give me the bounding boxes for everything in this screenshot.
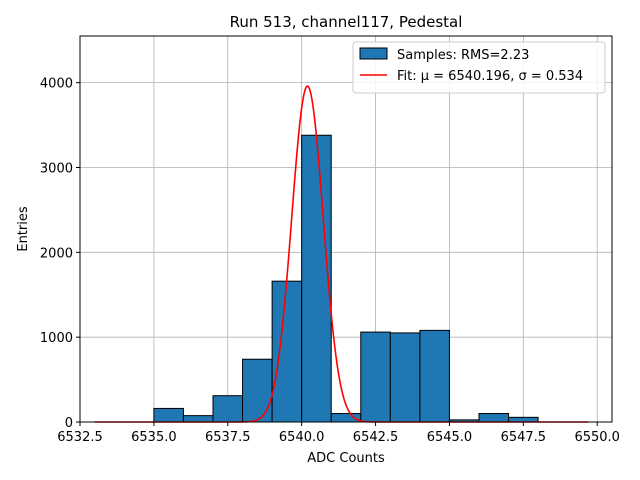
- y-tick-label: 4000: [40, 77, 73, 92]
- histogram-bar: [360, 331, 391, 423]
- histogram-bar: [389, 332, 421, 423]
- x-tick-label: 6550.0: [574, 430, 620, 445]
- histogram-bar: [182, 415, 214, 423]
- histogram-bar: [242, 358, 273, 423]
- x-tick-label: 6540.0: [279, 430, 325, 445]
- y-tick-label: 0: [65, 416, 73, 431]
- legend: Samples: RMS=2.23 Fit: μ = 6540.196, σ =…: [352, 41, 606, 94]
- x-tick-label: 6542.5: [353, 430, 399, 445]
- y-tick-label: 3000: [40, 161, 73, 176]
- histogram-bar: [330, 413, 362, 423]
- plot-frame: [79, 35, 613, 423]
- x-tick-label: 6545.0: [427, 430, 473, 445]
- histogram-bar: [419, 329, 450, 423]
- x-tick-label: 6532.5: [57, 430, 103, 445]
- legend-samples-label: Samples: RMS=2.23: [397, 48, 529, 63]
- histogram-bar: [301, 134, 332, 423]
- x-axis-label: ADC Counts: [307, 451, 385, 466]
- legend-box: [352, 41, 606, 94]
- y-axis-ticks: 0 1000 2000 3000 4000: [40, 77, 80, 431]
- legend-fit-label: Fit: μ = 6540.196, σ = 0.534: [397, 69, 583, 84]
- histogram-bar: [153, 407, 184, 423]
- x-tick-label: 6535.0: [131, 430, 177, 445]
- y-axis-label: Entries: [16, 206, 31, 252]
- histogram-bar: [212, 395, 244, 423]
- x-tick-label: 6537.5: [205, 430, 251, 445]
- histogram-bar: [478, 413, 510, 423]
- legend-samples-swatch: [359, 47, 388, 60]
- y-tick-label: 2000: [40, 246, 73, 261]
- x-axis-ticks: 6532.5 6535.0 6537.5 6540.0 6542.5 6545.0 6547…: [57, 422, 620, 445]
- histogram-bar: [271, 280, 303, 423]
- x-tick-label: 6547.5: [501, 430, 547, 445]
- y-tick-label: 1000: [40, 331, 73, 346]
- chart-title: Run 513, channel117, Pedestal: [230, 13, 463, 31]
